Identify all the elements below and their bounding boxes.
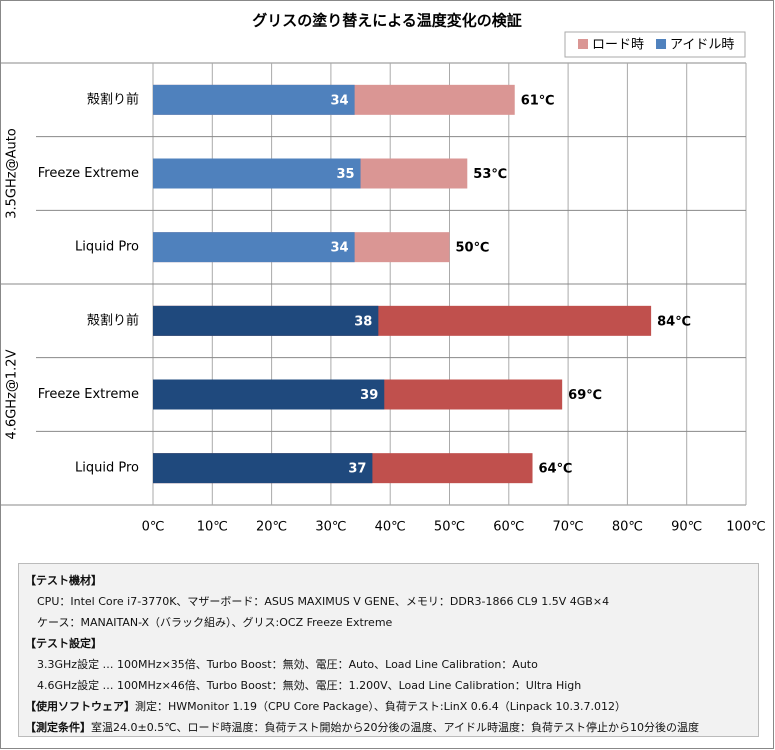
note-heading: 【テスト機材】 <box>25 574 102 587</box>
value-label: 69℃ <box>568 388 602 403</box>
x-tick-label: 90℃ <box>671 520 702 535</box>
note-line: 3.3GHz設定 … 100MHz×35倍、Turbo Boost：無効、電圧：… <box>25 654 752 675</box>
note-text: 室温24.0±0.5℃、ロード時温度：負荷テスト開始から20分後の温度、アイドル… <box>91 721 699 734</box>
note-heading: 【測定条件】 <box>25 721 91 734</box>
y-tick-label: Freeze Extreme <box>38 166 139 181</box>
value-label: 64℃ <box>539 462 573 477</box>
legend-box <box>564 31 746 58</box>
notes: 【テスト機材】 CPU：Intel Core i7-3770K、マザーボード：AS… <box>18 563 759 737</box>
x-tick-label: 100℃ <box>726 520 765 535</box>
bar <box>153 453 373 484</box>
note-text: 4.6GHz設定 … 100MHz×46倍、Turbo Boost：無効、電圧：… <box>37 679 582 692</box>
value-label: 35 <box>336 167 354 182</box>
x-tick-label: 0℃ <box>142 520 165 535</box>
y-tick-label: Liquid Pro <box>75 240 139 255</box>
legend-swatch <box>656 39 667 49</box>
y-tick-label: Freeze Extreme <box>38 387 139 402</box>
x-tick-label: 40℃ <box>375 520 406 535</box>
bar <box>153 379 385 410</box>
note-text: ケース：MANAITAN-X（バラック組み）、グリス:OCZ Freeze Ex… <box>37 616 393 629</box>
value-label: 34 <box>331 93 349 108</box>
y-tick-label: Liquid Pro <box>75 461 139 476</box>
note-heading: 【使用ソフトウェア】 <box>25 700 135 713</box>
note-line: ケース：MANAITAN-X（バラック組み）、グリス:OCZ Freeze Ex… <box>25 612 752 633</box>
y-tick-label: 殻割り前 <box>87 312 139 328</box>
legend-label: アイドル時 <box>670 38 734 53</box>
x-tick-label: 60℃ <box>493 520 524 535</box>
bar <box>153 232 355 263</box>
x-tick-label: 50℃ <box>434 520 465 535</box>
note-line: 【テスト機材】 <box>25 570 752 591</box>
value-label: 84℃ <box>657 314 691 329</box>
chart-title: グリスの塗り替えによる温度変化の検証 <box>252 12 522 30</box>
value-label: 39 <box>360 388 378 403</box>
bar <box>153 84 355 115</box>
note-line: CPU：Intel Core i7-3770K、マザーボード：ASUS MAXI… <box>25 591 752 612</box>
note-line: 【テスト設定】 <box>25 633 752 654</box>
y-tick-label: 殻割り前 <box>87 91 139 107</box>
x-tick-label: 30℃ <box>315 520 346 535</box>
value-label: 61℃ <box>521 93 555 108</box>
note-text: 測定：HWMonitor 1.19（CPU Core Package）、負荷テス… <box>135 700 627 713</box>
note-line: 【使用ソフトウェア】測定：HWMonitor 1.19（CPU Core Pac… <box>25 696 752 717</box>
value-label: 34 <box>331 241 349 256</box>
value-label: 38 <box>354 314 372 329</box>
bar <box>153 158 361 189</box>
x-tick-label: 80℃ <box>612 520 643 535</box>
group-label: 3.5GHz@Auto <box>5 128 20 219</box>
note-text: CPU：Intel Core i7-3770K、マザーボード：ASUS MAXI… <box>37 595 610 608</box>
note-heading: 【テスト設定】 <box>25 637 102 650</box>
bar <box>153 305 379 336</box>
x-tick-label: 10℃ <box>197 520 228 535</box>
value-label: 50℃ <box>456 241 490 256</box>
note-line: 【測定条件】室温24.0±0.5℃、ロード時温度：負荷テスト開始から20分後の温… <box>25 717 752 738</box>
note-line: 4.6GHz設定 … 100MHz×46倍、Turbo Boost：無効、電圧：… <box>25 675 752 696</box>
note-text: 3.3GHz設定 … 100MHz×35倍、Turbo Boost：無効、電圧：… <box>37 658 538 671</box>
group-label: 4.6GHz@1.2V <box>5 349 20 439</box>
value-label: 37 <box>348 462 366 477</box>
value-label: 53℃ <box>473 167 507 182</box>
x-tick-label: 20℃ <box>256 520 287 535</box>
x-tick-label: 70℃ <box>553 520 584 535</box>
legend-swatch <box>578 39 588 49</box>
legend-label: ロード時 <box>592 38 644 53</box>
